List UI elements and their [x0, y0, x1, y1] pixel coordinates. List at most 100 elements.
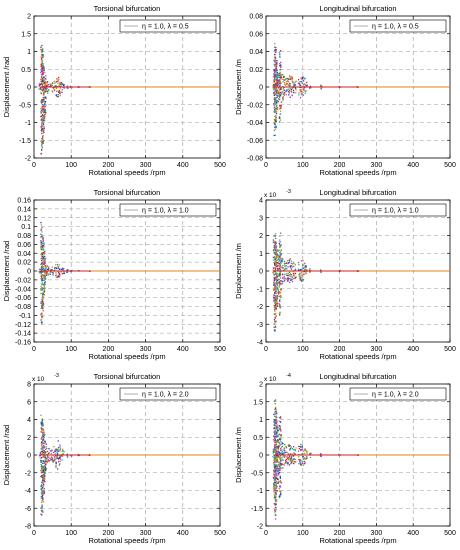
data-point [279, 462, 282, 465]
data-point [275, 431, 277, 433]
data-point [273, 478, 275, 480]
data-point [41, 117, 43, 120]
data-point [273, 251, 275, 253]
data-point [43, 85, 45, 87]
data-point [305, 271, 307, 273]
data-point [293, 86, 295, 89]
data-point [274, 235, 276, 237]
data-point [277, 439, 279, 441]
data-point [278, 471, 281, 474]
data-point [52, 274, 54, 276]
data-point [45, 266, 48, 268]
data-point [51, 266, 54, 268]
data-point [42, 422, 44, 424]
data-point [278, 97, 281, 99]
data-point [279, 239, 281, 241]
data-point [275, 413, 277, 415]
data-point [273, 294, 276, 296]
data-point [62, 84, 64, 86]
data-point [42, 67, 44, 70]
data-point [41, 145, 43, 148]
chart-title: Longitudinal bifurcation [319, 372, 396, 381]
data-point [278, 461, 280, 464]
data-point [303, 263, 305, 265]
data-point [278, 468, 281, 470]
data-point [273, 469, 275, 472]
data-point [306, 452, 308, 454]
y-tick-label: -0.02 [247, 102, 263, 109]
data-point [272, 271, 275, 273]
data-point [275, 82, 277, 85]
data-point [42, 64, 44, 67]
data-point [290, 456, 292, 458]
y-tick-label: 4 [27, 417, 31, 424]
data-point [284, 450, 286, 452]
data-point [286, 280, 289, 282]
data-point [275, 51, 277, 53]
data-point [41, 267, 43, 269]
data-point [42, 80, 44, 82]
data-point [43, 492, 45, 494]
data-point [276, 62, 278, 64]
data-point [275, 418, 278, 421]
data-point [304, 462, 306, 464]
data-point [41, 306, 43, 309]
data-point [42, 256, 44, 258]
data-point [272, 456, 274, 458]
data-point [43, 447, 45, 449]
data-point [280, 244, 282, 246]
data-point [276, 108, 279, 111]
data-point [280, 259, 282, 262]
data-point [273, 431, 275, 433]
data-point [274, 411, 276, 413]
data-point [297, 268, 300, 271]
data-point [283, 449, 285, 451]
data-point [39, 87, 42, 89]
data-point [52, 87, 54, 89]
data-point [285, 447, 288, 449]
data-point [52, 272, 54, 274]
data-point [42, 298, 44, 300]
data-point [288, 445, 290, 447]
data-point [288, 281, 291, 284]
data-point [274, 262, 277, 265]
data-point [273, 462, 275, 464]
data-point [304, 448, 306, 451]
data-point [273, 448, 275, 450]
data-point [277, 73, 279, 75]
data-point [273, 451, 275, 453]
data-point [41, 420, 43, 423]
data-point [291, 281, 294, 283]
data-point [320, 455, 322, 458]
data-point [282, 98, 284, 100]
data-point [275, 110, 278, 113]
data-point [47, 268, 50, 271]
data-point [302, 457, 304, 460]
y-tick-label: -0.5 [251, 470, 263, 477]
data-point [279, 304, 281, 306]
data-point [274, 128, 277, 130]
data-point [274, 299, 277, 301]
data-point [276, 298, 279, 300]
data-point [47, 458, 49, 461]
data-point [42, 436, 44, 438]
data-point [283, 89, 285, 91]
data-point [294, 277, 297, 279]
data-point [293, 83, 295, 86]
data-point [274, 304, 277, 307]
data-point [279, 258, 281, 261]
data-point [276, 279, 278, 282]
data-point [277, 278, 279, 281]
data-point [288, 92, 291, 94]
data-point [44, 275, 46, 278]
data-point [278, 108, 280, 110]
data-point [338, 453, 340, 456]
data-point [293, 462, 295, 465]
data-point [274, 441, 276, 444]
data-point [277, 291, 280, 293]
data-point [274, 118, 276, 121]
data-point [274, 437, 276, 439]
data-point [273, 294, 275, 296]
data-point [278, 89, 280, 91]
data-point [283, 453, 285, 455]
